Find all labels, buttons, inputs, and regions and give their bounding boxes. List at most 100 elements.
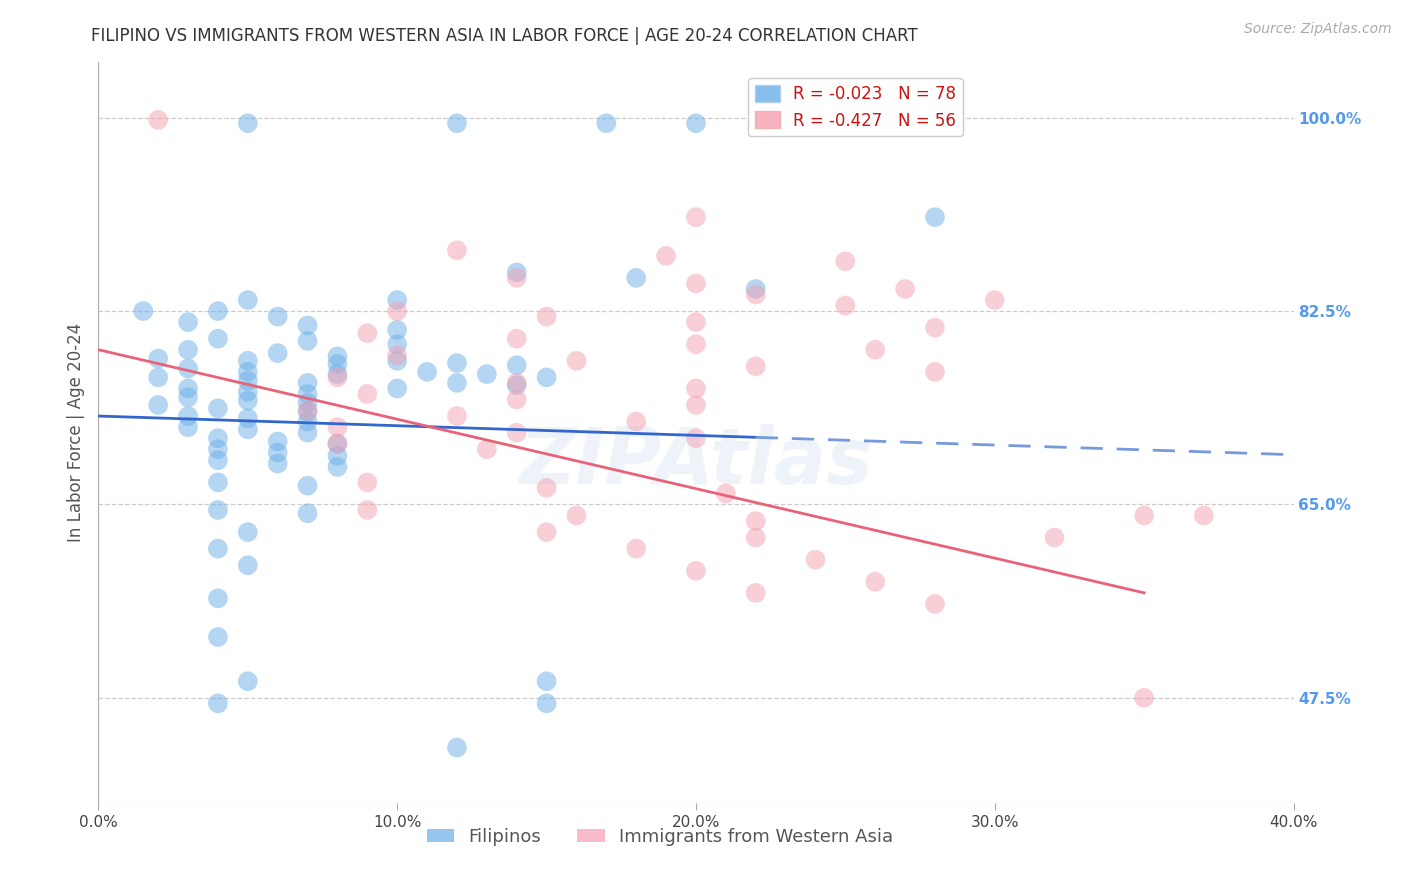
Point <box>984 293 1007 307</box>
Point <box>385 348 409 362</box>
Point <box>207 453 229 467</box>
Point <box>177 420 200 434</box>
Point <box>356 326 378 341</box>
Point <box>267 445 290 459</box>
Point <box>655 249 678 263</box>
Point <box>177 361 200 376</box>
Point <box>236 116 259 130</box>
Point <box>506 378 529 392</box>
Point <box>626 415 648 429</box>
Point <box>297 415 319 429</box>
Point <box>385 293 409 307</box>
Point <box>207 503 229 517</box>
Point <box>565 508 588 523</box>
Point <box>236 411 259 425</box>
Point <box>326 459 349 474</box>
Text: ZIPAtlas: ZIPAtlas <box>519 425 873 500</box>
Point <box>326 370 349 384</box>
Point <box>804 552 827 566</box>
Point <box>207 442 229 457</box>
Point <box>626 271 648 285</box>
Point <box>506 358 529 372</box>
Point <box>745 282 768 296</box>
Point <box>536 674 558 689</box>
Point <box>446 244 468 258</box>
Point <box>416 365 439 379</box>
Point <box>446 409 468 423</box>
Point <box>207 541 229 556</box>
Point <box>685 116 707 130</box>
Point <box>1192 508 1215 523</box>
Point <box>297 425 319 440</box>
Point <box>685 315 707 329</box>
Point <box>297 376 319 390</box>
Point <box>177 381 200 395</box>
Point <box>236 374 259 388</box>
Point <box>446 376 468 390</box>
Point <box>475 367 498 381</box>
Point <box>297 403 319 417</box>
Point <box>297 318 319 333</box>
Point <box>1043 531 1066 545</box>
Point <box>924 597 946 611</box>
Point <box>865 343 887 357</box>
Point <box>207 332 229 346</box>
Point <box>506 332 529 346</box>
Point <box>326 367 349 381</box>
Point <box>236 293 259 307</box>
Point <box>685 431 707 445</box>
Point <box>446 740 468 755</box>
Point <box>356 475 378 490</box>
Point <box>236 393 259 408</box>
Point <box>236 365 259 379</box>
Point <box>506 265 529 279</box>
Point <box>685 277 707 291</box>
Point <box>326 449 349 463</box>
Point <box>236 422 259 436</box>
Point <box>177 390 200 404</box>
Point <box>207 630 229 644</box>
Point <box>385 304 409 318</box>
Point <box>506 392 529 407</box>
Point <box>714 486 737 500</box>
Point <box>685 564 707 578</box>
Point <box>267 434 290 449</box>
Point <box>565 353 588 368</box>
Point <box>385 381 409 395</box>
Point <box>685 398 707 412</box>
Point <box>385 353 409 368</box>
Point <box>297 506 319 520</box>
Point <box>745 586 768 600</box>
Point <box>385 323 409 337</box>
Point <box>236 558 259 573</box>
Point <box>924 365 946 379</box>
Point <box>536 370 558 384</box>
Point <box>894 282 917 296</box>
Point <box>536 524 558 539</box>
Point <box>1133 690 1156 705</box>
Point <box>506 271 529 285</box>
Point <box>148 370 170 384</box>
Point <box>1133 508 1156 523</box>
Point <box>326 436 349 450</box>
Point <box>326 350 349 364</box>
Point <box>148 398 170 412</box>
Point <box>446 356 468 370</box>
Point <box>745 531 768 545</box>
Point <box>745 287 768 301</box>
Point <box>924 210 946 224</box>
Text: FILIPINO VS IMMIGRANTS FROM WESTERN ASIA IN LABOR FORCE | AGE 20-24 CORRELATION : FILIPINO VS IMMIGRANTS FROM WESTERN ASIA… <box>91 27 918 45</box>
Point <box>536 697 558 711</box>
Point <box>267 310 290 324</box>
Point <box>207 591 229 606</box>
Point <box>745 359 768 374</box>
Point <box>536 310 558 324</box>
Legend: Filipinos, Immigrants from Western Asia: Filipinos, Immigrants from Western Asia <box>420 821 900 853</box>
Point <box>236 524 259 539</box>
Point <box>326 357 349 371</box>
Point <box>506 376 529 390</box>
Point <box>924 320 946 334</box>
Point <box>475 442 498 457</box>
Point <box>385 337 409 351</box>
Point <box>685 337 707 351</box>
